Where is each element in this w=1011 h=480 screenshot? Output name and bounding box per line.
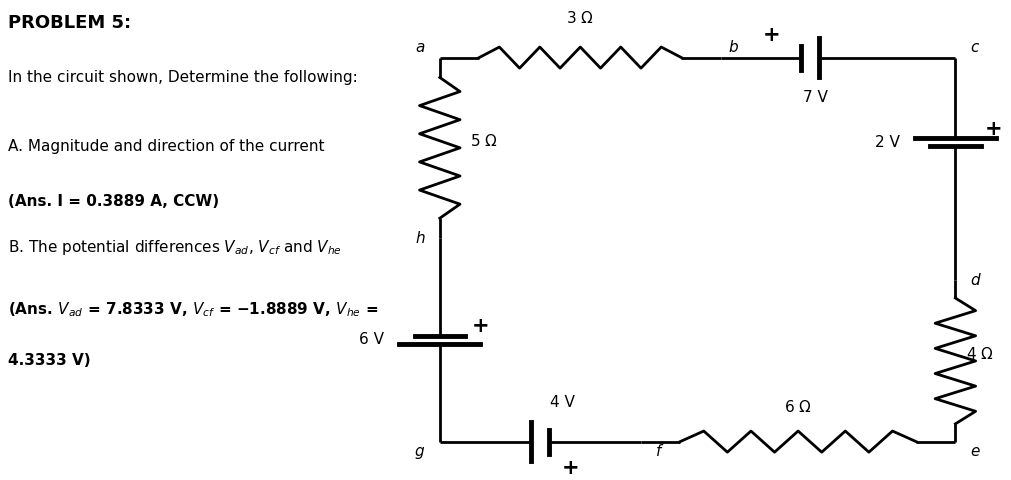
Text: a: a xyxy=(416,40,425,55)
Text: 7 V: 7 V xyxy=(803,90,827,105)
Text: A. Magnitude and direction of the current: A. Magnitude and direction of the curren… xyxy=(8,139,325,154)
Text: 6 V: 6 V xyxy=(359,332,384,348)
Text: (Ans. $V_{ad}$ = 7.8333 V, $V_{cf}$ = −1.8889 V, $V_{he}$ =: (Ans. $V_{ad}$ = 7.8333 V, $V_{cf}$ = −1… xyxy=(8,300,378,319)
Text: c: c xyxy=(971,40,979,55)
Text: 2 V: 2 V xyxy=(875,134,900,150)
Text: e: e xyxy=(971,444,980,459)
Text: +: + xyxy=(471,316,489,336)
Text: In the circuit shown, Determine the following:: In the circuit shown, Determine the foll… xyxy=(8,70,358,84)
Text: 6 $\Omega$: 6 $\Omega$ xyxy=(785,399,812,415)
Text: 4.3333 V): 4.3333 V) xyxy=(8,353,91,368)
Text: PROBLEM 5:: PROBLEM 5: xyxy=(8,14,131,33)
Text: B. The potential differences $V_{ad}$, $V_{cf}$ and $V_{he}$: B. The potential differences $V_{ad}$, $… xyxy=(8,238,342,257)
Text: (Ans. I = 0.3889 A, CCW): (Ans. I = 0.3889 A, CCW) xyxy=(8,194,219,209)
Text: 5 $\Omega$: 5 $\Omega$ xyxy=(470,132,497,149)
Text: 4 V: 4 V xyxy=(550,396,575,410)
Text: d: d xyxy=(971,273,981,288)
Text: 4 $\Omega$: 4 $\Omega$ xyxy=(966,346,993,362)
Text: 3 $\Omega$: 3 $\Omega$ xyxy=(566,11,594,26)
Text: h: h xyxy=(415,230,425,246)
Text: +: + xyxy=(562,458,579,478)
Text: +: + xyxy=(762,24,780,45)
Text: g: g xyxy=(415,444,425,459)
Text: b: b xyxy=(728,40,738,55)
Text: +: + xyxy=(985,119,1003,139)
Text: f: f xyxy=(656,444,661,459)
